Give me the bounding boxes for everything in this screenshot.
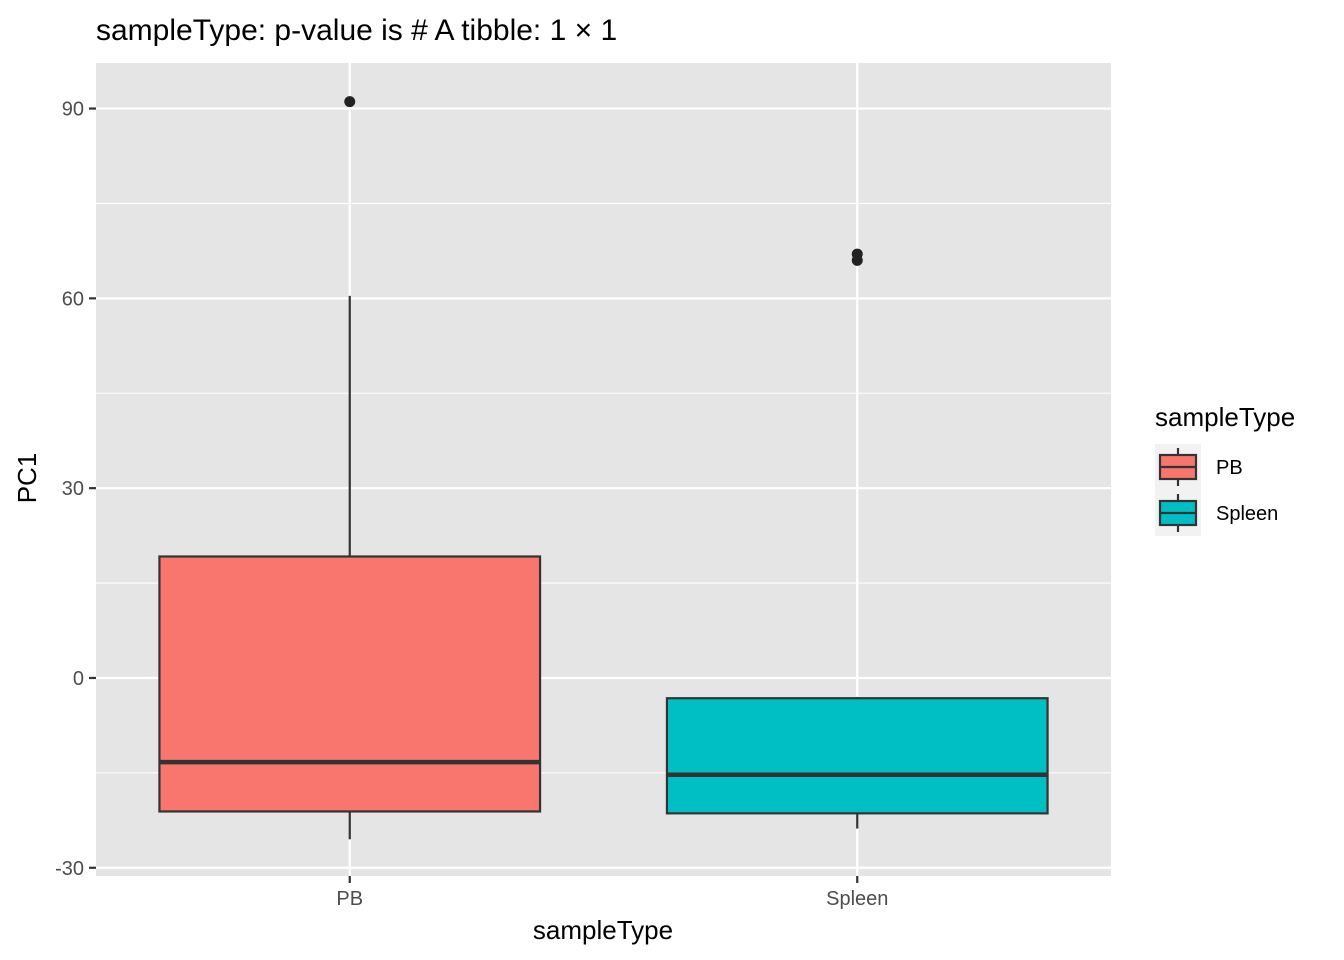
plot-panel <box>96 63 1111 876</box>
x-tick-label: Spleen <box>826 888 888 910</box>
box-iqr <box>158 555 542 813</box>
legend-label: PB <box>1216 457 1243 479</box>
x-tick-label: PB <box>336 888 363 910</box>
outlier-point <box>851 254 863 266</box>
y-axis-title: PC1 <box>12 453 42 504</box>
legend-label: Spleen <box>1216 503 1278 525</box>
chart-title: sampleType: p-value is # A tibble: 1 × 1 <box>96 14 617 47</box>
box-spleen <box>665 248 1049 829</box>
y-tick-label: 0 <box>73 668 84 690</box>
legend-key-pb: PB <box>1155 444 1243 490</box>
x-axis-title: sampleType <box>533 915 673 945</box>
legend-key-spleen: Spleen <box>1155 490 1278 536</box>
y-axis: -30 0 30 60 90 <box>55 99 96 880</box>
y-tick-label: 90 <box>62 99 84 121</box>
outlier-point <box>344 96 356 108</box>
y-tick-label: 30 <box>62 478 84 500</box>
legend-title: sampleType <box>1155 402 1295 432</box>
box-pb <box>158 96 542 840</box>
y-tick-label: -30 <box>55 858 84 880</box>
x-axis: PB Spleen <box>336 876 888 910</box>
legend: sampleType PB Spleen <box>1155 402 1295 536</box>
box-iqr <box>665 697 1049 815</box>
y-tick-label: 60 <box>62 288 84 310</box>
